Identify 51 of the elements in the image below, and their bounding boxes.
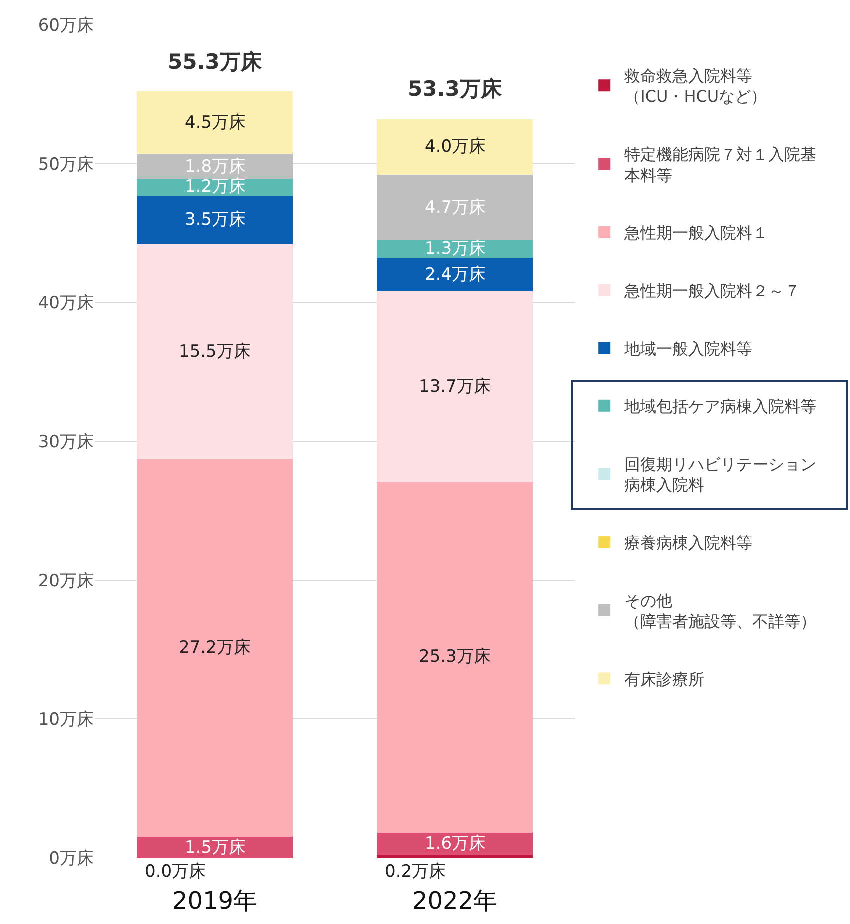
data-label: 0.2万床	[385, 862, 446, 882]
legend-label: 急性期一般入院料１	[624, 224, 769, 243]
data-label: 3.5万床	[185, 210, 246, 230]
legend-label: 急性期一般入院料２～７	[624, 281, 801, 300]
legend-label: 有床診療所	[624, 670, 705, 689]
data-label: 4.5万床	[185, 113, 246, 133]
bar	[377, 119, 533, 175]
y-tick-label: 50万床	[38, 154, 94, 175]
data-label: 0.0万床	[145, 862, 206, 882]
y-tick-label: 20万床	[38, 571, 94, 592]
bar	[377, 855, 533, 858]
bar	[137, 196, 293, 244]
bar	[377, 833, 533, 856]
y-tick-label: 0万床	[49, 848, 94, 869]
legend-label: 療養病棟入院料等	[624, 533, 753, 552]
bar	[137, 460, 293, 838]
legend-label: その他（障害者施設等、不詳等）	[624, 591, 817, 632]
legend-label: 特定機能病院７対１入院基本料等	[624, 145, 817, 185]
bar	[137, 154, 293, 180]
y-tick-label: 10万床	[38, 710, 94, 730]
bar	[137, 92, 293, 154]
total-label: 53.3万床	[408, 77, 503, 101]
data-label: 25.3万床	[419, 647, 491, 667]
bar	[377, 292, 533, 482]
data-label: 1.3万床	[425, 239, 486, 259]
y-tick-label: 30万床	[38, 432, 94, 452]
legend-label: 地域包括ケア病棟入院料等	[624, 397, 817, 416]
bar	[377, 174, 533, 240]
legend-label: 救命救急入院料等（ICU・HCUなど）	[624, 66, 768, 106]
bar	[137, 837, 293, 858]
data-label: 1.8万床	[185, 157, 246, 177]
data-label: 15.5万床	[179, 342, 251, 362]
total-label: 55.3万床	[168, 50, 263, 74]
legend-label: 地域一般入院料等	[624, 339, 753, 358]
x-tick-label: 2019年	[172, 887, 258, 915]
legend-label: 回復期リハビリテーション病棟入院料	[624, 454, 817, 495]
data-label: 1.6万床	[425, 834, 486, 854]
data-label: 1.5万床	[185, 838, 246, 858]
data-label: 27.2万床	[179, 638, 251, 658]
x-tick-label: 2022年	[412, 887, 498, 915]
data-label: 4.7万床	[425, 198, 486, 218]
data-label: 1.2万床	[185, 177, 246, 197]
bar	[377, 258, 533, 292]
y-tick-label: 40万床	[38, 294, 94, 314]
bar	[137, 179, 293, 196]
data-label: 13.7万床	[419, 377, 491, 397]
bar	[377, 482, 533, 834]
data-label: 4.0万床	[425, 137, 486, 157]
y-tick-label: 60万床	[38, 16, 94, 36]
bar	[137, 244, 293, 460]
data-label: 2.4万床	[425, 265, 486, 285]
